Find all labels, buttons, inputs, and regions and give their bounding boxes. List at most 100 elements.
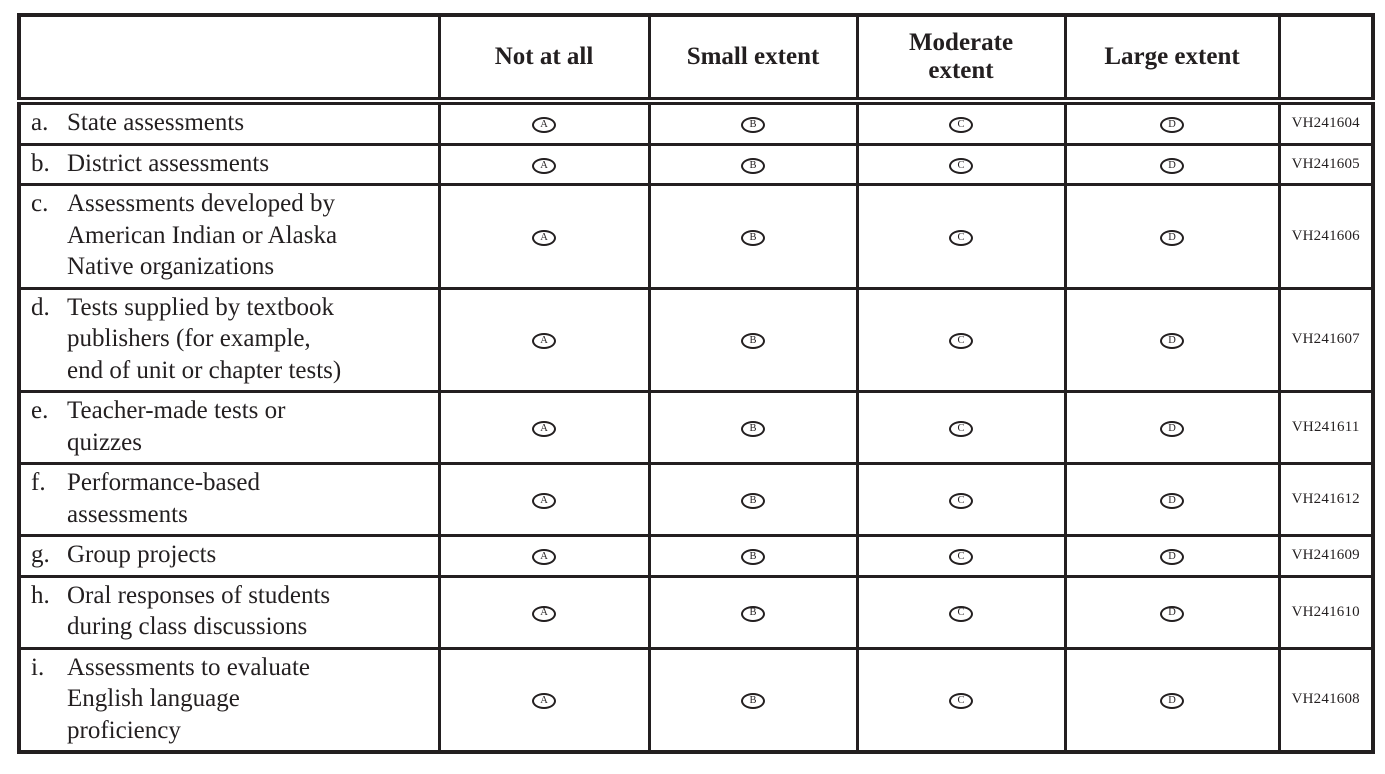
- option-cell-moderate-extent: C: [855, 534, 1067, 578]
- question-code: VH241611: [1277, 390, 1375, 465]
- option-bubble-b[interactable]: B: [741, 493, 765, 510]
- option-bubble-b[interactable]: B: [741, 229, 765, 246]
- question-code: VH241605: [1277, 142, 1375, 186]
- option-bubble-d[interactable]: D: [1160, 333, 1184, 350]
- option-bubble-c[interactable]: C: [949, 549, 973, 566]
- option-bubble-d[interactable]: D: [1160, 549, 1184, 566]
- question-label-cell: a. State assessments: [17, 99, 441, 146]
- option-bubble-d[interactable]: D: [1160, 421, 1184, 438]
- question-label-cell: i. Assessments to evaluate English langu…: [17, 646, 441, 754]
- option-bubble-c[interactable]: C: [949, 421, 973, 438]
- option-cell-small-extent: B: [647, 574, 859, 650]
- row-letter: d.: [31, 293, 50, 321]
- option-bubble-d[interactable]: D: [1160, 229, 1184, 246]
- option-cell-small-extent: B: [647, 646, 859, 754]
- row-letter: b.: [31, 149, 50, 177]
- option-cell-small-extent: B: [647, 390, 859, 465]
- option-bubble-d[interactable]: D: [1160, 605, 1184, 622]
- row-letter: g.: [31, 541, 50, 568]
- row-label: State assessments: [67, 109, 245, 136]
- option-cell-large-extent: D: [1063, 286, 1281, 393]
- option-bubble-a[interactable]: A: [532, 549, 556, 566]
- header-small-extent: Small extent: [647, 13, 859, 105]
- question-label-cell: d. Tests supplied by textbook publishers…: [17, 286, 441, 393]
- option-cell-not-at-all: A: [437, 183, 651, 290]
- option-bubble-c[interactable]: C: [949, 693, 973, 710]
- question-label-cell: e. Teacher-made tests or quizzes: [17, 390, 441, 465]
- option-bubble-d[interactable]: D: [1160, 117, 1184, 134]
- row-letter: h.: [31, 581, 50, 609]
- row-label: District assessments: [67, 149, 270, 177]
- option-cell-moderate-extent: C: [855, 462, 1067, 537]
- option-cell-moderate-extent: C: [855, 646, 1067, 754]
- table-row: g. Group projects A B C D VH241609: [17, 534, 1375, 578]
- option-bubble-c[interactable]: C: [949, 493, 973, 510]
- header-large-extent: Large extent: [1063, 13, 1281, 105]
- table-row: d. Tests supplied by textbook publishers…: [17, 286, 1375, 393]
- option-cell-not-at-all: A: [437, 99, 651, 146]
- option-bubble-c[interactable]: C: [949, 605, 973, 622]
- option-cell-large-extent: D: [1063, 142, 1281, 186]
- option-cell-large-extent: D: [1063, 183, 1281, 290]
- option-bubble-a[interactable]: A: [532, 117, 556, 134]
- option-bubble-b[interactable]: B: [741, 693, 765, 710]
- option-cell-small-extent: B: [647, 142, 859, 186]
- row-letter: e.: [31, 397, 49, 424]
- option-bubble-c[interactable]: C: [949, 117, 973, 134]
- question-code: VH241609: [1277, 534, 1375, 578]
- option-bubble-c[interactable]: C: [949, 157, 973, 174]
- option-bubble-b[interactable]: B: [741, 157, 765, 174]
- option-bubble-a[interactable]: A: [532, 605, 556, 622]
- option-cell-not-at-all: A: [437, 646, 651, 754]
- option-cell-not-at-all: A: [437, 534, 651, 578]
- table-row: h. Oral responses of students during cla…: [17, 574, 1375, 650]
- row-label: Teacher-made tests or quizzes: [67, 397, 286, 456]
- question-code: VH241608: [1277, 646, 1375, 754]
- option-cell-moderate-extent: C: [855, 286, 1067, 393]
- row-label: Assessments developed by American Indian…: [67, 190, 338, 280]
- table-row: b. District assessments A B C D VH241605: [17, 142, 1375, 186]
- option-bubble-c[interactable]: C: [949, 333, 973, 350]
- option-cell-not-at-all: A: [437, 390, 651, 465]
- row-letter: c.: [31, 190, 49, 217]
- option-cell-large-extent: D: [1063, 534, 1281, 578]
- question-code: VH241606: [1277, 183, 1375, 290]
- option-bubble-b[interactable]: B: [741, 333, 765, 350]
- question-label-cell: f. Performance-based assessments: [17, 462, 441, 537]
- question-code: VH241612: [1277, 462, 1375, 537]
- option-bubble-a[interactable]: A: [532, 229, 556, 246]
- row-letter: a.: [31, 109, 49, 136]
- option-cell-moderate-extent: C: [855, 183, 1067, 290]
- option-cell-small-extent: B: [647, 183, 859, 290]
- table-row: c. Assessments developed by American Ind…: [17, 183, 1375, 290]
- option-cell-large-extent: D: [1063, 462, 1281, 537]
- header-moderate-extent: Moderate extent: [855, 13, 1067, 105]
- option-bubble-d[interactable]: D: [1160, 693, 1184, 710]
- option-bubble-b[interactable]: B: [741, 117, 765, 134]
- option-bubble-a[interactable]: A: [532, 157, 556, 174]
- option-cell-not-at-all: A: [437, 462, 651, 537]
- option-bubble-c[interactable]: C: [949, 229, 973, 246]
- option-bubble-b[interactable]: B: [741, 605, 765, 622]
- row-letter: i.: [31, 653, 45, 681]
- option-bubble-a[interactable]: A: [532, 693, 556, 710]
- option-cell-small-extent: B: [647, 99, 859, 146]
- row-label: Oral responses of students during class …: [67, 581, 331, 641]
- option-bubble-d[interactable]: D: [1160, 493, 1184, 510]
- option-bubble-a[interactable]: A: [532, 333, 556, 350]
- question-code: VH241607: [1277, 286, 1375, 393]
- option-bubble-a[interactable]: A: [532, 421, 556, 438]
- header-row: Not at all Small extent Moderate extent …: [17, 13, 1375, 105]
- option-bubble-b[interactable]: B: [741, 421, 765, 438]
- option-cell-not-at-all: A: [437, 574, 651, 650]
- question-code: VH241604: [1277, 99, 1375, 146]
- option-bubble-d[interactable]: D: [1160, 157, 1184, 174]
- option-cell-not-at-all: A: [437, 286, 651, 393]
- header-empty-left: [17, 13, 441, 105]
- option-bubble-b[interactable]: B: [741, 549, 765, 566]
- option-bubble-a[interactable]: A: [532, 493, 556, 510]
- survey-table-body: a. State assessments A B C D VH241604 b.…: [17, 99, 1375, 754]
- option-cell-small-extent: B: [647, 534, 859, 578]
- question-label-cell: h. Oral responses of students during cla…: [17, 574, 441, 650]
- option-cell-moderate-extent: C: [855, 99, 1067, 146]
